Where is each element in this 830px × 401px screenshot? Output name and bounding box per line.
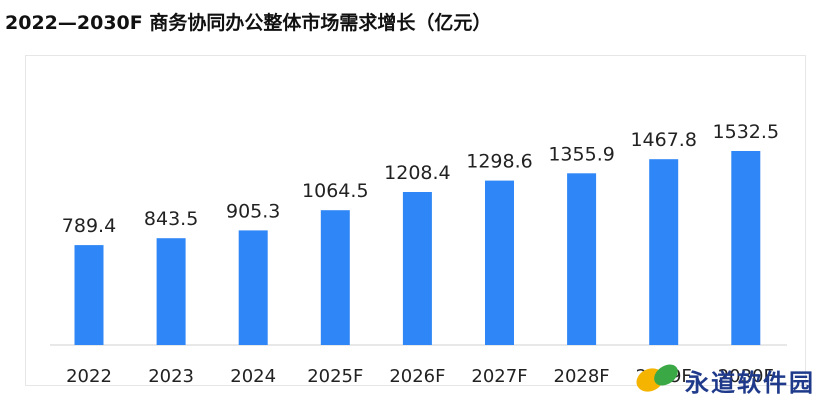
value-label-2030F: 1532.5	[713, 121, 779, 143]
bar-2023	[156, 238, 186, 345]
chart-frame	[25, 55, 806, 386]
watermark: 永道软件园	[633, 358, 828, 398]
x-tick-label-2025F: 2025F	[307, 366, 363, 387]
bar-2028F	[567, 173, 597, 345]
bar-2025F	[320, 210, 350, 345]
bar-2027F	[485, 180, 514, 345]
bar-2026F	[402, 192, 432, 345]
x-tick-label-2028F: 2028F	[554, 366, 610, 387]
x-tick-label-2027F: 2027F	[471, 366, 527, 387]
value-label-2026F: 1208.4	[384, 162, 450, 184]
value-label-2022: 789.4	[62, 215, 116, 237]
bar-2022	[74, 245, 104, 345]
value-label-2028F: 1355.9	[548, 143, 614, 165]
value-label-2023: 843.5	[144, 208, 198, 230]
value-label-2024: 905.3	[226, 200, 280, 222]
x-tick-label-2026F: 2026F	[389, 366, 445, 387]
watermark-logo-icon	[636, 364, 678, 392]
bar-2024	[238, 230, 268, 345]
x-tick-label-2022: 2022	[66, 366, 112, 387]
value-label-2029F: 1467.8	[630, 129, 696, 151]
value-label-2027F: 1298.6	[466, 151, 532, 173]
x-tick-label-2023: 2023	[148, 366, 194, 387]
x-tick-label-2024: 2024	[230, 366, 276, 387]
watermark-text: 永道软件园	[685, 369, 815, 397]
value-label-2025F: 1064.5	[302, 180, 368, 202]
bar-2030F	[731, 151, 761, 345]
chart-title: 2022—2030F 商务协同办公整体市场需求增长（亿元）	[5, 12, 492, 34]
x-tick-label-2030F: 2030F	[718, 366, 774, 387]
bar-2029F	[649, 159, 679, 345]
